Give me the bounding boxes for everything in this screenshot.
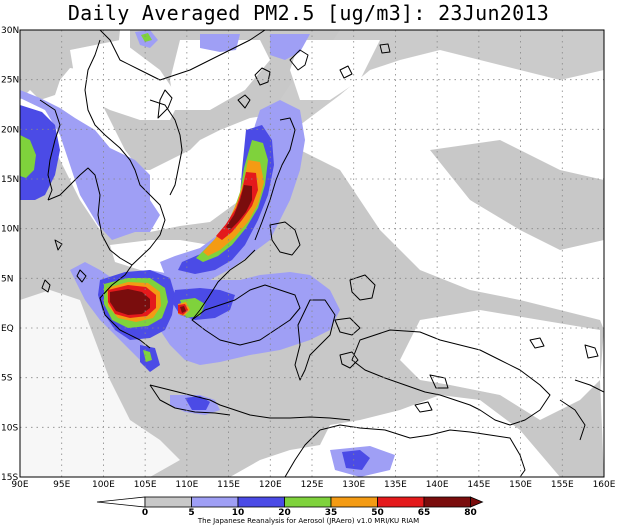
x-tick-label: 125E bbox=[301, 480, 324, 490]
legend-swatch bbox=[423, 496, 471, 508]
x-tick-label: 120E bbox=[259, 480, 282, 490]
legend-level-label: 0 bbox=[142, 508, 148, 518]
x-tick-label: 105E bbox=[134, 480, 157, 490]
y-axis-labels: 30N 25N 20N 15N 10N 5N EQ 5S 10S 15S bbox=[1, 26, 19, 483]
legend-level-label: 65 bbox=[418, 508, 431, 518]
legend-level-label: 10 bbox=[232, 508, 245, 518]
y-tick-label: 30N bbox=[1, 26, 19, 36]
x-tick-label: 155E bbox=[551, 480, 574, 490]
map-title: Daily Averaged PM2.5 [ug/m3]: 23Jun2013 bbox=[67, 1, 550, 25]
coastlines bbox=[39, 30, 604, 477]
y-tick-label: 20N bbox=[1, 125, 19, 135]
x-tick-label: 90E bbox=[11, 480, 28, 490]
gridlines bbox=[20, 30, 604, 477]
legend-swatch bbox=[284, 496, 332, 508]
legend-swatch bbox=[377, 496, 425, 508]
credit-text: The Japanese Reanalysis for Aerosol (JRA… bbox=[197, 517, 420, 525]
legend-low-arrow bbox=[96, 496, 146, 508]
x-tick-label: 145E bbox=[467, 480, 490, 490]
x-tick-label: 130E bbox=[342, 480, 365, 490]
y-tick-label: 10S bbox=[1, 423, 18, 433]
legend-level-label: 35 bbox=[325, 508, 338, 518]
legend-level-label: 5 bbox=[188, 508, 194, 518]
y-tick-label: 15N bbox=[1, 175, 19, 185]
x-tick-label: 95E bbox=[53, 480, 70, 490]
legend-level-label: 20 bbox=[278, 508, 291, 518]
x-tick-label: 110E bbox=[175, 480, 198, 490]
y-tick-label: 5N bbox=[1, 274, 13, 284]
x-tick-label: 140E bbox=[426, 480, 449, 490]
legend-swatch bbox=[191, 496, 239, 508]
legend-swatch bbox=[237, 496, 285, 508]
x-tick-label: 115E bbox=[217, 480, 240, 490]
pm25-clear-areas bbox=[20, 40, 604, 477]
legend-level-label: 50 bbox=[371, 508, 384, 518]
legend-high-arrow bbox=[470, 496, 484, 508]
legend-level-label: 80 bbox=[464, 508, 477, 518]
x-tick-label: 150E bbox=[509, 480, 532, 490]
pm25-band-80-plus bbox=[110, 185, 252, 315]
y-tick-label: EQ bbox=[1, 324, 14, 334]
plot-frame bbox=[19, 29, 605, 478]
legend-swatch bbox=[144, 496, 192, 508]
y-tick-label: 5S bbox=[1, 374, 13, 384]
x-tick-label: 100E bbox=[92, 480, 115, 490]
y-tick-label: 15S bbox=[1, 473, 18, 483]
y-tick-label: 25N bbox=[1, 76, 19, 86]
x-axis-labels: 90E 95E 100E 105E 110E 115E 120E 125E 130E 135E 14… bbox=[11, 480, 615, 490]
y-tick-label: 10N bbox=[1, 225, 19, 235]
x-tick-label: 135E bbox=[384, 480, 407, 490]
legend-swatch bbox=[330, 496, 378, 508]
pm25-field bbox=[20, 30, 604, 477]
color-legend: 0 5 10 20 35 50 65 80 bbox=[96, 496, 484, 518]
x-tick-label: 160E bbox=[593, 480, 616, 490]
